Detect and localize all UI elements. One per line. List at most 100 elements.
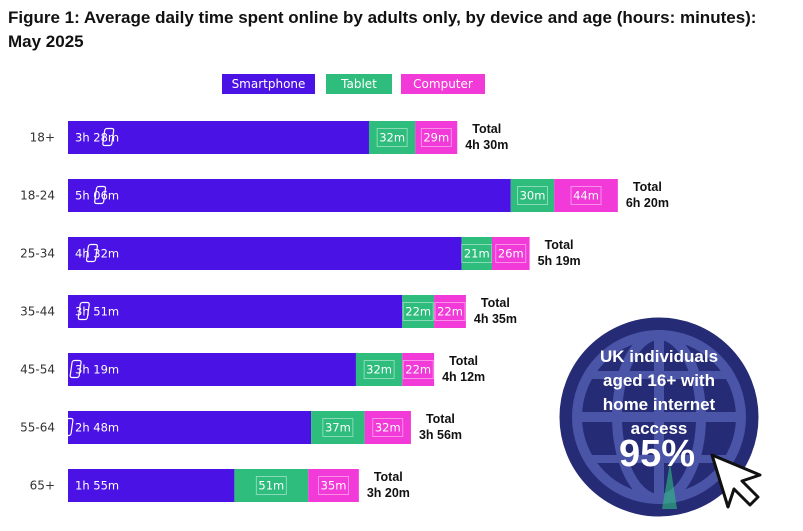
data-label: 4h 32m (75, 247, 119, 261)
legend-swatch-notch (218, 74, 222, 94)
total-heading: Total (481, 296, 510, 310)
badge-line: aged 16+ with (603, 371, 715, 390)
bar-segment (68, 179, 511, 212)
bar-segment (368, 121, 416, 154)
total-value: 6h 20m (626, 196, 669, 210)
bar-segment (68, 469, 235, 502)
bar-segment (68, 237, 462, 270)
label-box (461, 244, 493, 263)
bar-segment (68, 295, 403, 328)
label-box (420, 128, 452, 147)
data-label: 2h 48m (75, 421, 119, 435)
bar-segment (311, 411, 365, 444)
legend-swatch (397, 74, 485, 94)
total-heading: Total (449, 354, 478, 368)
legend-swatch (322, 74, 392, 94)
total-value: 4h 35m (474, 312, 517, 326)
total-heading: Total (545, 238, 574, 252)
total-heading: Total (633, 180, 662, 194)
category-label: 35-44 (20, 305, 55, 319)
category-label: 45-54 (20, 363, 55, 377)
label-box (363, 360, 395, 379)
phone-icon (102, 127, 115, 147)
bar-segment (68, 121, 369, 154)
total-heading: Total (426, 412, 455, 426)
total-value: 3h 56m (419, 428, 462, 442)
data-label: 30m (520, 189, 546, 203)
bar-segment (402, 295, 435, 328)
legend-swatch-notch (322, 74, 326, 94)
label-box (376, 128, 408, 147)
bar-segment (434, 295, 466, 328)
label-box (255, 476, 287, 495)
legend-label: Smartphone (232, 77, 306, 91)
label-box (402, 302, 434, 321)
category-label: 25-34 (20, 247, 55, 261)
data-label: 21m (464, 247, 490, 261)
total-value: 3h 20m (367, 486, 410, 500)
internet-access-badge: UK individuals aged 16+ with home intern… (552, 313, 766, 523)
data-label: 22m (405, 305, 431, 319)
phone-icon (94, 185, 107, 205)
phone-icon (85, 243, 98, 263)
label-box (434, 302, 466, 321)
legend-label: Computer (413, 77, 473, 91)
bar-segment (402, 353, 435, 386)
badge-line: access (630, 419, 688, 438)
category-label: 55-64 (20, 421, 55, 435)
data-label: 32m (379, 131, 405, 145)
badge-line: home internet (602, 395, 716, 414)
total-value: 5h 19m (538, 254, 581, 268)
data-label: 3h 28m (75, 131, 119, 145)
label-box (322, 418, 354, 437)
data-label: 32m (366, 363, 392, 377)
bar-segment (510, 179, 555, 212)
data-label: 29m (423, 131, 449, 145)
data-label: 22m (437, 305, 463, 319)
total-value: 4h 12m (442, 370, 485, 384)
legend-swatch-notch (397, 74, 401, 94)
data-label: 3h 19m (75, 363, 119, 377)
data-label: 5h 06m (75, 189, 119, 203)
badge-value: 95% (618, 433, 696, 475)
data-label: 1h 55m (75, 479, 119, 493)
data-label: 32m (375, 421, 401, 435)
data-label: 22m (405, 363, 431, 377)
data-label: 44m (573, 189, 599, 203)
category-label: 65+ (30, 479, 55, 493)
category-label: 18+ (30, 131, 55, 145)
bar-segment (68, 353, 356, 386)
total-value: 4h 30m (465, 138, 508, 152)
total-heading: Total (472, 122, 501, 136)
badge-text: UK individuals aged 16+ with home intern… (582, 345, 736, 441)
data-label: 35m (321, 479, 347, 493)
label-box (517, 186, 548, 205)
bar-segment (491, 237, 530, 270)
bar-segment (364, 411, 411, 444)
bar-segment (355, 353, 403, 386)
phone-icon (61, 417, 74, 437)
label-box (372, 418, 404, 437)
cursor-arrow-icon (710, 453, 762, 509)
bar-segment (68, 411, 312, 444)
label-box (495, 244, 527, 263)
total-heading: Total (374, 470, 403, 484)
data-label: 51m (258, 479, 284, 493)
bar-segment (554, 179, 618, 212)
legend-swatch (218, 74, 315, 94)
data-label: 26m (498, 247, 524, 261)
badge-line: UK individuals (599, 347, 719, 366)
label-box (402, 360, 434, 379)
data-label: 37m (325, 421, 351, 435)
bar-segment (308, 469, 359, 502)
phone-icon (53, 475, 66, 495)
label-box (318, 476, 349, 495)
bar-segment (234, 469, 309, 502)
phone-icon (69, 359, 82, 379)
bar-segment (415, 121, 458, 154)
globe-icon (556, 314, 762, 520)
legend-label: Tablet (340, 77, 377, 91)
bar-segment (461, 237, 492, 270)
label-box (570, 186, 602, 205)
